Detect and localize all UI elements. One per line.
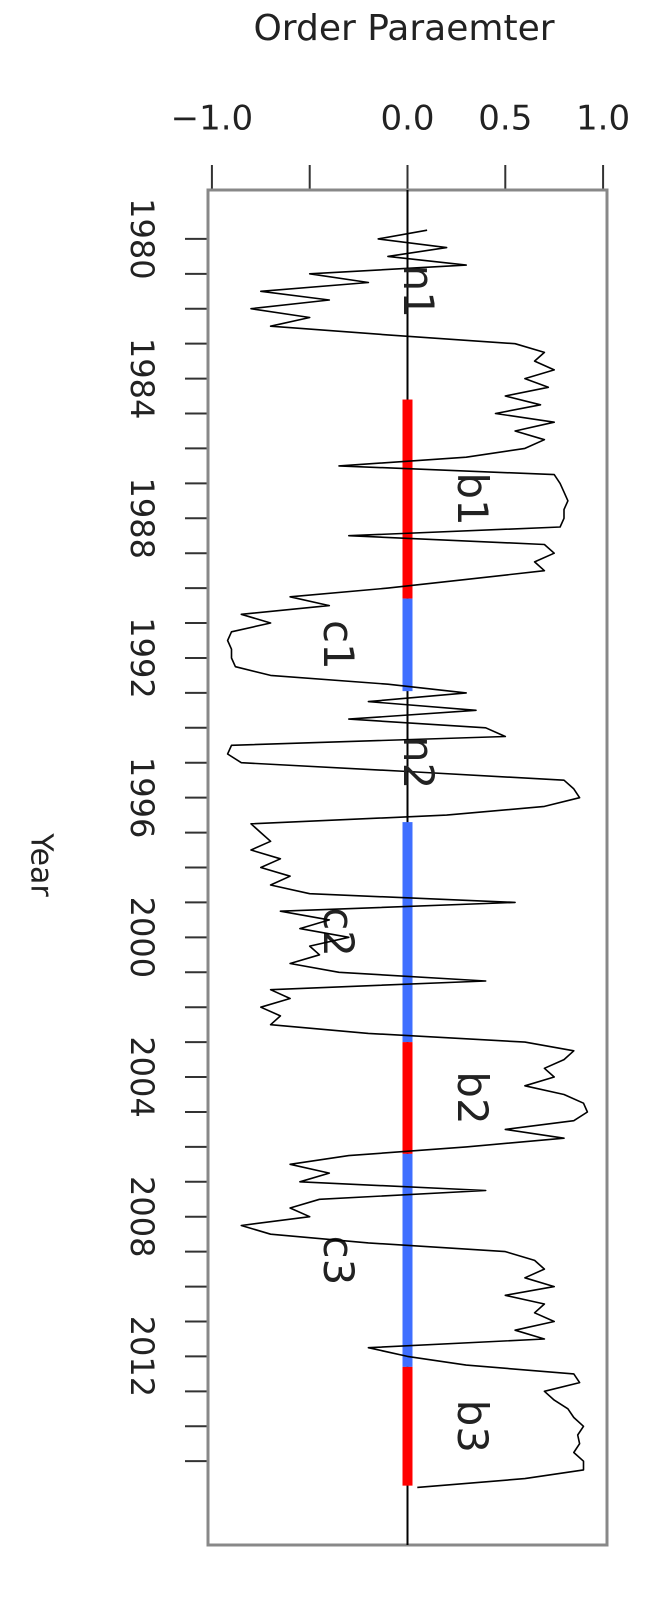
y-tick-label: 1996: [123, 757, 161, 838]
segment-bar: [402, 1366, 413, 1486]
y-tick-label: 2004: [123, 1036, 161, 1117]
x-tick-label: 1.0: [576, 99, 630, 139]
x-tick-label: 0.5: [478, 99, 532, 139]
segment-bar: [402, 598, 413, 692]
segment-bar: [402, 399, 413, 599]
annotation: n1: [394, 265, 443, 318]
y-tick-label: 1988: [123, 478, 161, 559]
segment-bar: [402, 1153, 413, 1367]
segment-bar: [402, 822, 413, 1043]
y-tick-label: 1980: [123, 198, 161, 279]
x-tick-label: −1.0: [171, 99, 254, 139]
y-tick-label: 2000: [123, 897, 161, 978]
segment-label: b2: [448, 1071, 497, 1124]
segment-label: c3: [314, 1235, 363, 1285]
y-tick-label: 2008: [123, 1176, 161, 1257]
y-tick-label: 1992: [123, 617, 161, 698]
segment-label: b3: [448, 1400, 497, 1453]
chart-title: Order Paraemter: [253, 8, 554, 49]
y-axis-label: Year: [24, 832, 59, 897]
y-tick-label: 1984: [123, 338, 161, 419]
order-line: [226, 229, 589, 1489]
annotation: n2: [394, 736, 443, 789]
segment-label: c1: [314, 620, 363, 670]
segment-label: b1: [448, 472, 497, 525]
y-tick-label: 2012: [123, 1316, 161, 1397]
x-tick-label: 0.0: [380, 99, 434, 139]
segment-bar: [402, 1042, 413, 1154]
